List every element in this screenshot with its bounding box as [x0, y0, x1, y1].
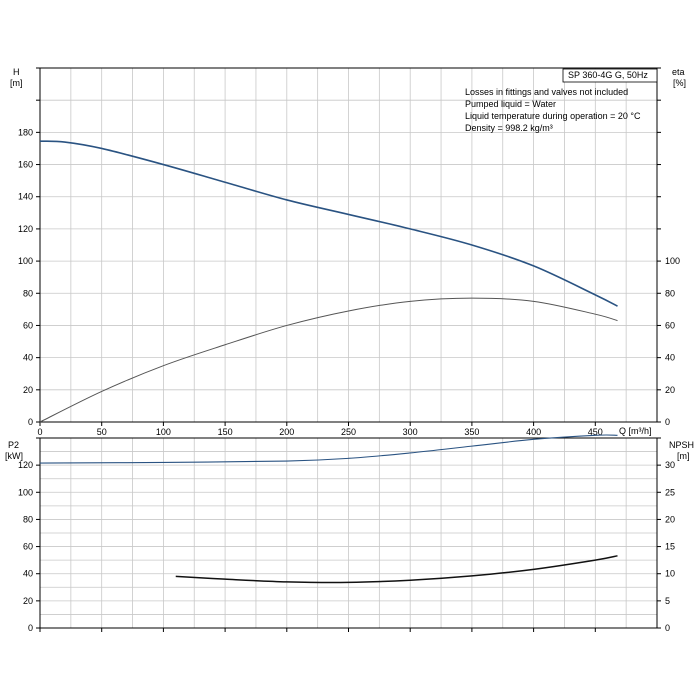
x-tick-label: 150 [218, 427, 233, 437]
bottom-series [39, 434, 618, 584]
npsh-tick-label: 20 [665, 514, 675, 524]
bottom-panel: 0 20 40 60 80 100 120 0 5 10 15 20 25 30 P2 [kW] NPSH… [5, 434, 694, 633]
x-axis-label: Q [m³/h] [619, 426, 652, 436]
y-left-tick-label: 160 [18, 160, 33, 170]
p2-tick-label: 40 [23, 569, 33, 579]
npsh-tick-label: 5 [665, 596, 670, 606]
p2-axis-unit: [kW] [5, 451, 23, 461]
top-grid [40, 68, 657, 422]
p2-tick-label: 120 [18, 460, 33, 470]
x-tick-label: 100 [156, 427, 171, 437]
p2-tick-label: 60 [23, 542, 33, 552]
p2-tick-label: 80 [23, 514, 33, 524]
note-pumped-liquid: Pumped liquid = Water [465, 99, 556, 109]
x-tick-label: 200 [279, 427, 294, 437]
x-tick-label: 0 [37, 427, 42, 437]
top-axis-ticks: 0 20 40 60 80 100 120 140 160 180 0 20 40 60 80 100 0 50 1… [18, 67, 680, 437]
series-npsh-line [175, 555, 618, 584]
y-axis-right-label: eta [672, 67, 685, 77]
series-h-line [39, 140, 618, 307]
y-right-tick-label: 20 [665, 385, 675, 395]
y-axis-right-unit: [%] [673, 78, 686, 88]
npsh-tick-label: 30 [665, 460, 675, 470]
npsh-tick-label: 10 [665, 569, 675, 579]
top-panel: 0 20 40 60 80 100 120 140 160 180 0 20 40 60 80 100 0 50 1… [10, 67, 686, 437]
npsh-axis-unit: [m] [677, 451, 690, 461]
npsh-axis-label: NPSH [669, 440, 694, 450]
y-left-tick-label: 0 [28, 417, 33, 427]
x-tick-label: 400 [526, 427, 541, 437]
p2-tick-label: 0 [28, 623, 33, 633]
series-eta-line [39, 297, 618, 423]
npsh-tick-label: 0 [665, 623, 670, 633]
y-axis-left-unit: [m] [10, 78, 23, 88]
top-series [39, 140, 618, 423]
y-left-tick-label: 60 [23, 320, 33, 330]
y-right-tick-label: 60 [665, 320, 675, 330]
y-left-tick-label: 140 [18, 192, 33, 202]
y-right-tick-label: 100 [665, 256, 680, 266]
y-left-tick-label: 180 [18, 127, 33, 137]
y-left-tick-label: 80 [23, 288, 33, 298]
y-axis-left-label: H [13, 67, 20, 77]
note-density: Density = 998.2 kg/m³ [465, 123, 553, 133]
y-left-tick-label: 40 [23, 353, 33, 363]
x-tick-label: 250 [341, 427, 356, 437]
p2-tick-label: 100 [18, 487, 33, 497]
note-losses: Losses in fittings and valves not includ… [465, 87, 628, 97]
bottom-grid [40, 438, 657, 628]
chart-title-box [562, 68, 658, 83]
p2-tick-label: 20 [23, 596, 33, 606]
series-p2-line [39, 434, 618, 464]
y-right-tick-label: 40 [665, 353, 675, 363]
p2-axis-label: P2 [8, 440, 19, 450]
x-tick-label: 350 [464, 427, 479, 437]
chart-title: SP 360-4G G, 50Hz [568, 70, 648, 80]
npsh-tick-label: 25 [665, 487, 675, 497]
x-tick-label: 450 [588, 427, 603, 437]
y-right-tick-label: 80 [665, 288, 675, 298]
y-left-tick-label: 100 [18, 256, 33, 266]
x-tick-label: 300 [403, 427, 418, 437]
y-right-tick-label: 0 [665, 417, 670, 427]
bottom-axis-ticks: 0 20 40 60 80 100 120 0 5 10 15 20 25 30 [18, 437, 675, 633]
npsh-tick-label: 15 [665, 542, 675, 552]
y-left-tick-label: 120 [18, 224, 33, 234]
note-liquid-temperature: Liquid temperature during operation = 20… [465, 111, 641, 121]
y-left-tick-label: 20 [23, 385, 33, 395]
x-tick-label: 50 [97, 427, 107, 437]
